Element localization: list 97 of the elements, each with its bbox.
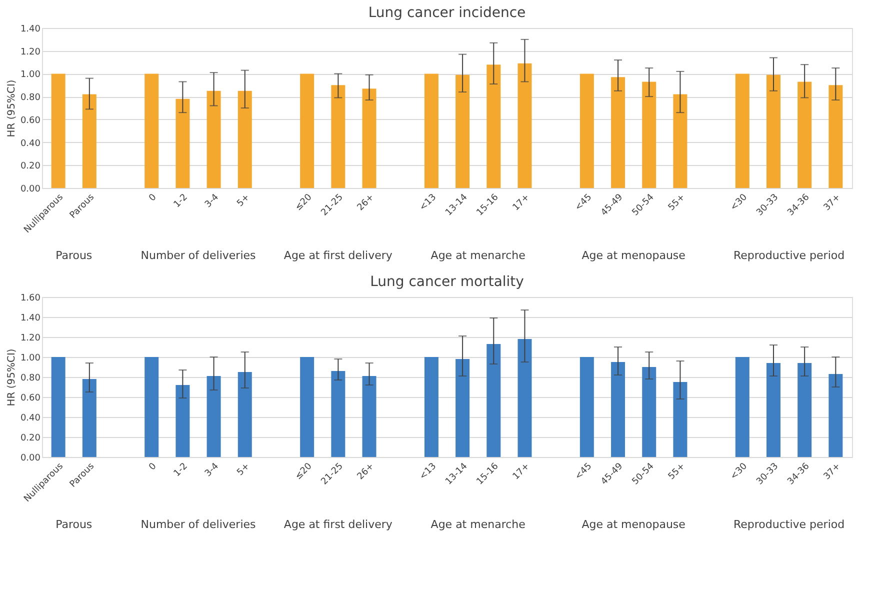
text: Parous (56, 518, 92, 531)
x-tick-label: 26+ (356, 462, 376, 482)
text: Age at menopause (582, 249, 686, 262)
y-tick-label: 1.40 (20, 24, 41, 34)
x-tick-label: <13 (418, 192, 439, 214)
x-tick-label: 5+ (235, 462, 252, 478)
chart-title: Lung cancer incidence (368, 5, 526, 21)
bar (176, 98, 190, 188)
bar (300, 357, 314, 457)
y-axis-title: HR (95%CI) (6, 80, 18, 138)
bar (176, 385, 190, 457)
x-tick-label: <30 (728, 461, 750, 482)
y-tick-label: 0.60 (20, 116, 41, 126)
text: Age at menarche (430, 249, 526, 262)
y-tick-label: 1.60 (20, 294, 41, 304)
bar (642, 82, 656, 188)
bar (51, 357, 66, 457)
bar (206, 376, 221, 457)
x-tick-label: 26+ (356, 192, 376, 214)
bar (238, 90, 252, 188)
text: Number of deliveries (140, 518, 256, 531)
x-tick-label: 55+ (666, 462, 688, 482)
bar (673, 382, 688, 457)
bar (518, 339, 532, 457)
x-tick-label: 1-2 (172, 192, 190, 210)
bar (331, 85, 346, 188)
y-tick-label: 0.40 (20, 138, 41, 149)
bar (580, 74, 594, 188)
bar (828, 85, 843, 188)
bar (611, 77, 626, 188)
y-tick-label: 0.40 (20, 414, 41, 424)
bar (362, 88, 376, 188)
bar (144, 357, 159, 457)
y-tick-label: 1.00 (20, 354, 41, 364)
bar (456, 359, 470, 457)
x-tick-label: 0 (148, 461, 159, 473)
bar (424, 357, 438, 457)
x-tick-label: 37+ (822, 192, 843, 214)
bar (611, 362, 626, 457)
y-tick-label: 0.20 (20, 162, 41, 172)
bar (798, 82, 812, 188)
text: Age at first delivery (284, 518, 393, 531)
text: Reproductive period (733, 249, 845, 262)
chart-title: Lung cancer mortality (370, 274, 524, 290)
text: Reproductive period (733, 518, 845, 531)
x-tick-label: <45 (573, 192, 594, 214)
bar (580, 357, 594, 457)
bar (642, 367, 656, 457)
y-tick-label: 1.00 (20, 70, 41, 80)
y-tick-label: 0.00 (20, 184, 41, 194)
bar (82, 379, 96, 457)
x-tick-label: <30 (728, 192, 750, 214)
x-tick-label: 3-4 (203, 461, 222, 479)
text: Age at first delivery (284, 249, 393, 262)
y-tick-label: 0.80 (20, 374, 41, 384)
bar (766, 74, 780, 188)
y-tick-label: 0.00 (20, 454, 41, 464)
x-tick-label: 37+ (822, 462, 843, 482)
bar (486, 344, 501, 457)
bar (828, 374, 843, 457)
bar (766, 363, 780, 457)
bar (673, 94, 688, 188)
y-tick-label: 0.60 (20, 394, 41, 404)
bar (735, 357, 750, 457)
bar (206, 90, 221, 188)
x-tick-label: 17+ (511, 462, 532, 482)
text: Age at menarche (430, 518, 526, 531)
x-tick-label: 0 (148, 192, 159, 204)
x-tick-label: 17+ (511, 192, 532, 214)
bar (518, 63, 532, 188)
text: Number of deliveries (140, 249, 256, 262)
bar (424, 74, 438, 188)
y-tick-label: 0.20 (20, 434, 41, 444)
y-tick-label: 1.40 (20, 314, 41, 324)
x-tick-label: 1-2 (172, 462, 190, 479)
x-tick-label: <13 (418, 462, 439, 482)
x-tick-label: 3-4 (203, 192, 222, 210)
x-tick-label: <45 (573, 462, 594, 482)
text: Parous (56, 249, 92, 262)
bar (238, 372, 252, 457)
y-tick-label: 1.20 (20, 334, 41, 344)
y-tick-label: 1.20 (20, 47, 41, 58)
bar (144, 74, 159, 188)
bar (486, 64, 501, 188)
x-tick-label: 55+ (666, 192, 688, 214)
bar (456, 74, 470, 188)
text: Age at menopause (582, 518, 686, 531)
bar (300, 74, 314, 188)
bar (82, 94, 96, 188)
y-tick-label: 0.80 (20, 93, 41, 104)
bar (51, 74, 66, 188)
y-axis-title: HR (95%CI) (6, 348, 18, 406)
bar (735, 74, 750, 188)
bar (362, 376, 376, 457)
bar (331, 371, 346, 457)
x-tick-label: 5+ (235, 192, 252, 209)
bar (798, 363, 812, 457)
